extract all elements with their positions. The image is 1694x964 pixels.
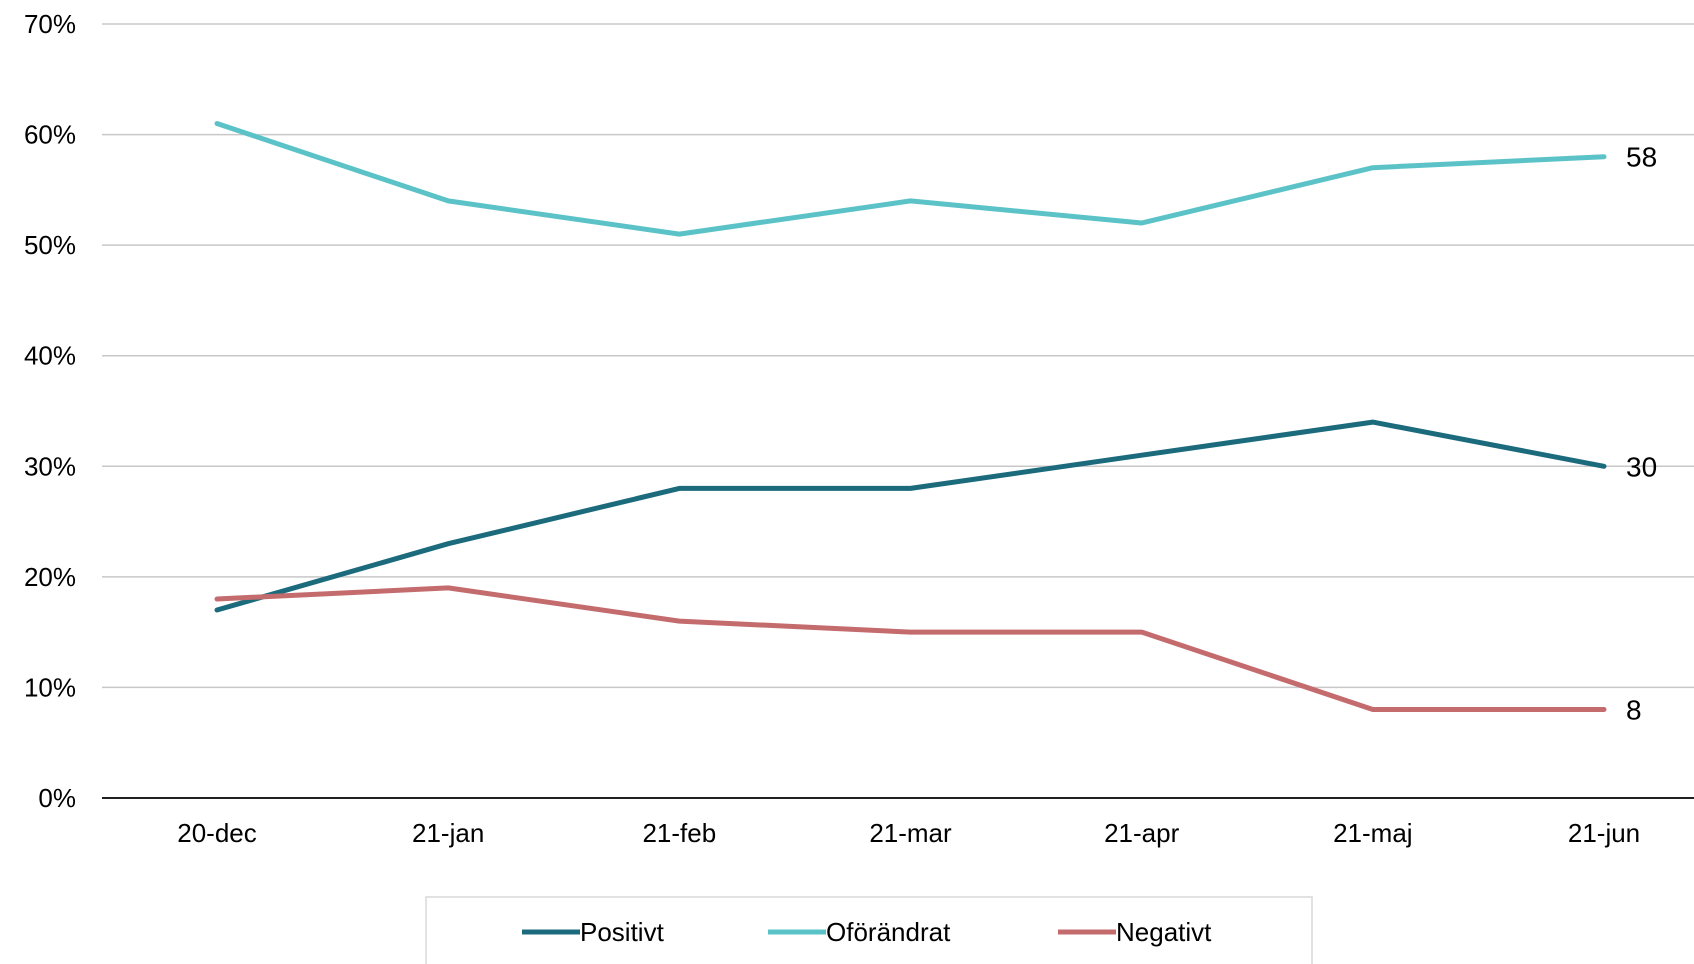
x-tick-label: 21-feb — [642, 818, 716, 848]
legend: Positivt Oförändrat Negativt — [425, 896, 1313, 964]
y-tick-label: 40% — [24, 341, 76, 371]
y-axis-tick-labels: 0% 10% 20% 30% 40% 50% 60% 70% — [24, 9, 76, 813]
series-lines — [214, 121, 1607, 712]
x-tick-label: 20-dec — [177, 818, 257, 848]
x-tick-label: 21-mar — [869, 818, 952, 848]
end-label-oförändrat: 58 — [1626, 142, 1657, 173]
end-label-positivt: 30 — [1626, 451, 1657, 482]
end-data-labels: 30 58 8 — [1626, 142, 1657, 726]
y-tick-label: 30% — [24, 451, 76, 481]
y-tick-label: 60% — [24, 120, 76, 150]
series-line-positivt — [214, 419, 1607, 613]
series-line-negativt — [214, 585, 1607, 712]
x-axis-tick-labels: 20-dec 21-jan 21-feb 21-mar 21-apr 21-maj 21-j… — [177, 818, 1640, 848]
series-line-oförändrat — [214, 121, 1607, 237]
y-tick-label: 0% — [38, 783, 76, 813]
y-tick-label: 10% — [24, 672, 76, 702]
gridlines — [102, 23, 1694, 689]
x-tick-label: 21-apr — [1104, 818, 1179, 848]
legend-label-negativt: Negativt — [1116, 917, 1212, 947]
legend-label-oförändrat: Oförändrat — [826, 917, 951, 947]
x-tick-label: 21-jan — [412, 818, 484, 848]
end-label-negativt: 8 — [1626, 695, 1642, 726]
y-tick-label: 50% — [24, 230, 76, 260]
y-tick-label: 70% — [24, 9, 76, 39]
legend-label-positivt: Positivt — [580, 917, 665, 947]
y-tick-label: 20% — [24, 562, 76, 592]
x-tick-label: 21-jun — [1568, 818, 1640, 848]
x-tick-label: 21-maj — [1333, 818, 1412, 848]
